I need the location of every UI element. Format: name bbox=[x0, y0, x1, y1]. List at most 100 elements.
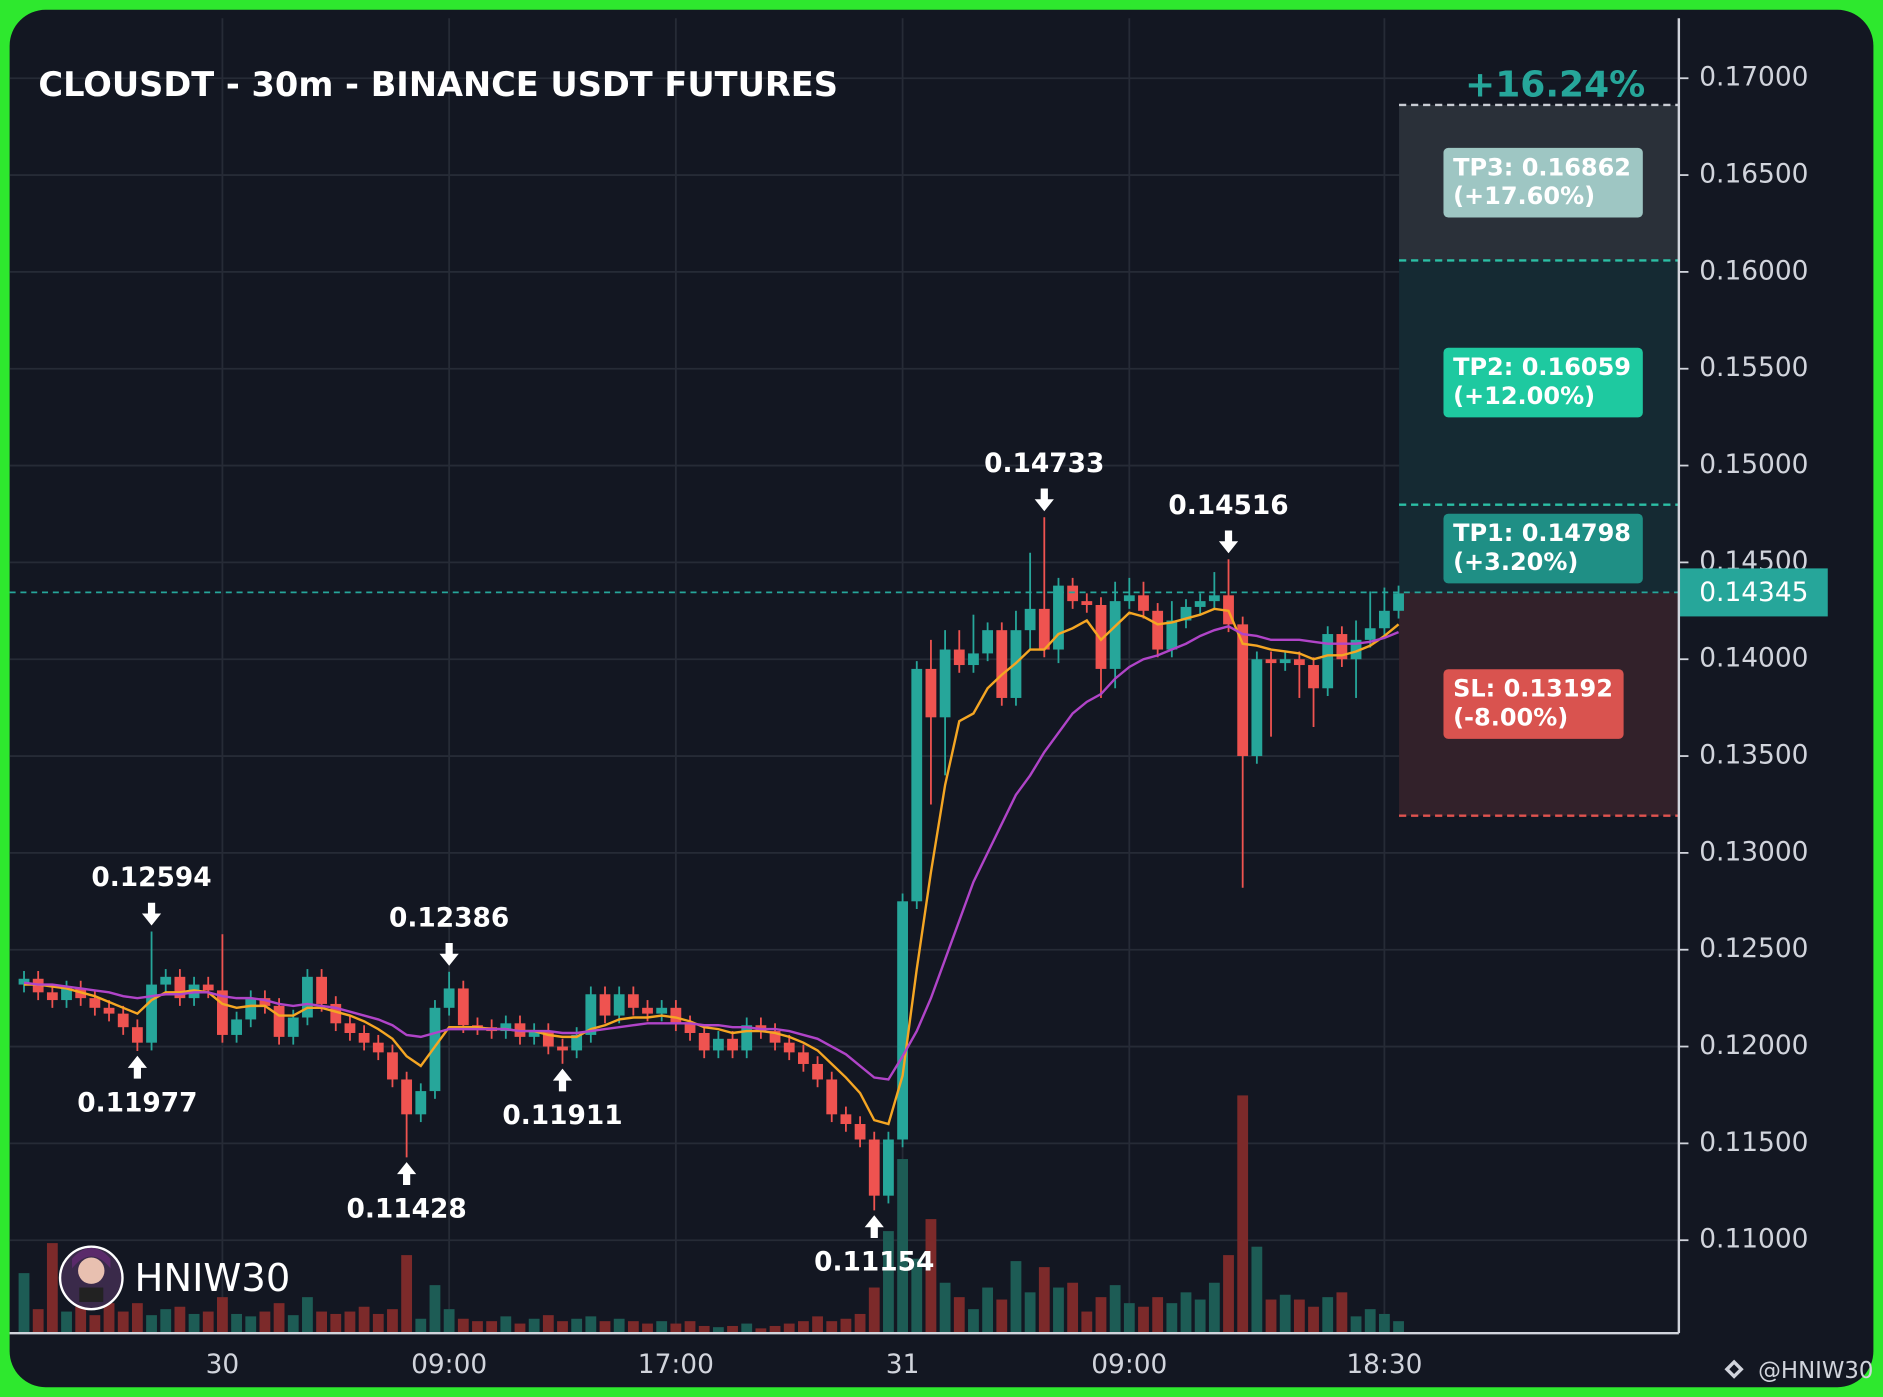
candle-body bbox=[443, 988, 455, 1008]
candle-body bbox=[146, 984, 157, 1043]
volume-bar bbox=[840, 1318, 852, 1334]
candle-body bbox=[287, 1017, 299, 1037]
volume-bar bbox=[103, 1303, 115, 1334]
candle-body bbox=[769, 1031, 781, 1043]
level-pct: (+12.00%) bbox=[1453, 382, 1595, 410]
trough-label: 0.11977 bbox=[77, 1087, 197, 1118]
volume-bar bbox=[1095, 1297, 1107, 1334]
level-pct: (+17.60%) bbox=[1453, 182, 1595, 210]
volume-bar bbox=[486, 1321, 498, 1334]
candle-body bbox=[812, 1063, 823, 1080]
volume-bar bbox=[599, 1321, 611, 1334]
candle-body bbox=[599, 994, 611, 1016]
volume-bar bbox=[387, 1309, 398, 1334]
level-box bbox=[1443, 669, 1624, 739]
price-label: 0.14345 bbox=[1699, 577, 1808, 608]
candle-body bbox=[1194, 601, 1206, 607]
volume-bar bbox=[627, 1321, 639, 1334]
volume-bar bbox=[755, 1328, 767, 1334]
y-tick-label: 0.13500 bbox=[1699, 740, 1808, 771]
volume-bar bbox=[769, 1325, 781, 1334]
arrow-up bbox=[127, 1055, 147, 1079]
volume-bar bbox=[401, 1255, 413, 1334]
x-tick-label: 09:00 bbox=[411, 1349, 487, 1380]
arrow-down bbox=[1034, 488, 1054, 512]
candle-body bbox=[273, 1005, 285, 1037]
candle-body bbox=[656, 1007, 668, 1014]
volume-bar bbox=[1109, 1285, 1121, 1334]
credit: @HNIW30 bbox=[1758, 1358, 1873, 1384]
arrow-up bbox=[864, 1215, 884, 1239]
volume-bar bbox=[1322, 1297, 1334, 1334]
volume-bar bbox=[287, 1315, 299, 1334]
candle-body bbox=[1138, 595, 1149, 611]
candle-body bbox=[401, 1079, 413, 1115]
volume-bar bbox=[1279, 1294, 1291, 1334]
volume-bar bbox=[670, 1323, 682, 1334]
candle-body bbox=[117, 1013, 129, 1028]
volume-bar bbox=[925, 1219, 937, 1334]
y-tick-label: 0.17000 bbox=[1699, 62, 1808, 93]
volume-bar bbox=[1038, 1267, 1050, 1334]
volume-bar bbox=[883, 1231, 894, 1334]
candle-body bbox=[840, 1114, 852, 1125]
volume-bar bbox=[642, 1323, 653, 1334]
volume-bar bbox=[302, 1297, 313, 1334]
candle-body bbox=[627, 994, 639, 1008]
volume-bar bbox=[1308, 1306, 1319, 1334]
candle-body bbox=[528, 1031, 540, 1037]
watermark: HNIW30 bbox=[135, 1256, 291, 1301]
candle-body bbox=[1180, 606, 1192, 621]
change-label: +16.24% bbox=[1465, 65, 1645, 106]
volume-bar bbox=[939, 1282, 951, 1334]
y-tick-label: 0.12500 bbox=[1699, 933, 1808, 964]
ma-line bbox=[23, 625, 1400, 1081]
candle-body bbox=[939, 649, 951, 718]
x-tick-label: 31 bbox=[886, 1349, 920, 1380]
candle-body bbox=[968, 653, 979, 666]
candle-body bbox=[1279, 659, 1291, 664]
volume-bar bbox=[1208, 1282, 1220, 1334]
level-pct: (-8.00%) bbox=[1453, 703, 1568, 731]
volume-bar bbox=[89, 1315, 101, 1334]
candle-body bbox=[1152, 610, 1164, 650]
volume-bar bbox=[217, 1297, 228, 1334]
volume-bar bbox=[188, 1313, 200, 1334]
level-pct: (+3.20%) bbox=[1453, 548, 1578, 576]
y-tick-label: 0.15000 bbox=[1699, 449, 1808, 480]
candle-body bbox=[18, 978, 30, 985]
candle-body bbox=[245, 998, 257, 1020]
candle-body bbox=[1237, 624, 1249, 757]
candle-body bbox=[61, 988, 72, 1001]
volume-bar bbox=[131, 1303, 143, 1334]
y-tick-label: 0.11500 bbox=[1699, 1127, 1808, 1158]
volume-bar bbox=[1350, 1316, 1362, 1334]
candle-body bbox=[429, 1007, 441, 1092]
candle-body bbox=[217, 990, 228, 1035]
candle-body bbox=[1393, 593, 1404, 611]
candle-body bbox=[316, 976, 328, 1004]
candle-body bbox=[953, 649, 965, 666]
x-tick-label: 17:00 bbox=[638, 1349, 714, 1380]
volume-bar bbox=[1010, 1261, 1022, 1334]
peak-label: 0.14733 bbox=[984, 448, 1104, 479]
candle-body bbox=[46, 992, 58, 1001]
ma-line bbox=[24, 607, 1400, 1126]
candle-body bbox=[996, 630, 1008, 698]
volume-bar bbox=[231, 1313, 242, 1334]
candle-body bbox=[557, 1046, 568, 1051]
candle-body bbox=[670, 1007, 682, 1024]
credit-icon bbox=[1724, 1359, 1744, 1379]
volume-bar bbox=[429, 1285, 441, 1334]
volume-bar bbox=[727, 1325, 738, 1334]
volume-bar bbox=[372, 1313, 384, 1334]
candle-body bbox=[727, 1038, 738, 1051]
candle-body bbox=[1095, 604, 1107, 669]
volume-bar bbox=[571, 1318, 583, 1334]
volume-bar bbox=[698, 1325, 710, 1334]
volume-bar bbox=[344, 1311, 356, 1334]
candle-body bbox=[698, 1032, 710, 1051]
volume-bar bbox=[1180, 1292, 1192, 1334]
candle-body bbox=[854, 1124, 866, 1140]
arrow-down bbox=[1218, 530, 1239, 554]
